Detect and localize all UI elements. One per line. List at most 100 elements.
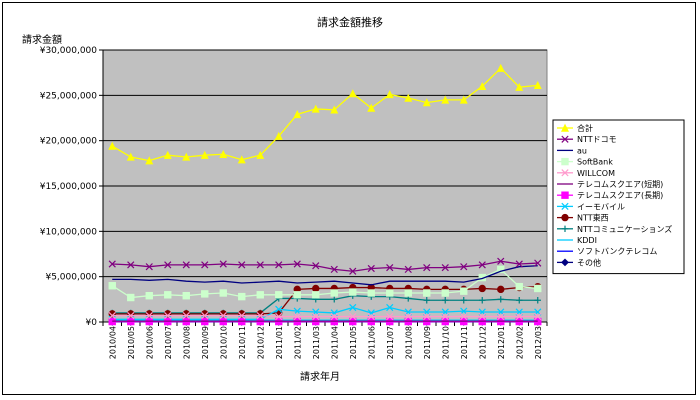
series-0-point-17 <box>422 98 431 107</box>
series-line-2 <box>112 265 538 286</box>
x-tick-label-18: 2011/10 <box>441 326 450 359</box>
series-4-point-19 <box>460 312 468 321</box>
legend-label-0: 合計 <box>577 123 593 133</box>
x-tick-label-3: 2010/07 <box>164 326 173 359</box>
legend-marker-0 <box>560 123 570 132</box>
x-tick-label-6: 2010/10 <box>219 326 228 359</box>
series-1-point-4 <box>182 261 190 269</box>
series-4-point-9 <box>275 312 283 321</box>
chart-title: 請求金額推移 <box>317 15 383 29</box>
series-7-point-10 <box>293 307 301 315</box>
y-axis-label: 請求金額 <box>22 33 62 46</box>
legend-label-4: WILLCOM <box>577 169 615 178</box>
x-tick-label-10: 2011/02 <box>293 326 302 359</box>
series-1-point-12 <box>330 265 338 274</box>
series-0-point-16 <box>404 93 413 102</box>
series-4-point-6 <box>219 312 227 320</box>
series-4-point-10 <box>293 312 301 321</box>
series-0-point-20 <box>478 81 487 90</box>
series-1-point-10 <box>293 260 301 268</box>
x-tick-label-16: 2011/08 <box>404 326 413 359</box>
series-1-point-22 <box>515 260 523 268</box>
series-0-point-19 <box>459 95 468 104</box>
series-0-point-10 <box>293 110 302 119</box>
x-axis-label: 請求年月 <box>300 370 340 383</box>
series-3-point-1 <box>127 293 135 302</box>
series-1-point-7 <box>238 261 246 269</box>
legend-label-1: NTTドコモ <box>577 135 617 144</box>
series-4-point-18 <box>441 312 449 321</box>
x-tick-label-2: 2010/06 <box>145 326 154 359</box>
series-4-point-17 <box>423 312 431 321</box>
series-0-point-8 <box>256 150 265 159</box>
series-7-point-13 <box>349 303 357 312</box>
series-0-point-22 <box>515 82 524 91</box>
y-tick-label-1: ¥5,000,000 <box>45 273 97 283</box>
series-3-point-3 <box>164 291 172 299</box>
series-4-point-3 <box>164 312 172 320</box>
series-3-point-9 <box>275 291 283 299</box>
series-0-point-0 <box>108 141 117 150</box>
series-4-point-5 <box>201 312 209 320</box>
series-4-point-20 <box>478 312 486 321</box>
legend-marker-6 <box>561 191 569 199</box>
x-tick-label-20: 2011/12 <box>478 326 487 359</box>
series-3-point-11 <box>312 291 320 299</box>
series-4-point-13 <box>349 312 357 321</box>
series-0-point-12 <box>330 105 339 114</box>
y-tick-label-5: ¥25,000,000 <box>40 91 98 101</box>
series-3-point-21 <box>497 265 505 274</box>
series-1-point-0 <box>108 260 116 268</box>
x-tick-label-5: 2010/09 <box>201 326 210 359</box>
series-4-point-1 <box>127 312 135 320</box>
series-line-4 <box>112 315 538 318</box>
series-3-point-16 <box>404 289 412 297</box>
series-9-point-12 <box>331 296 338 303</box>
series-1-point-14 <box>367 264 375 273</box>
series-7-point-15 <box>386 303 394 312</box>
legend-label-5: テレコムスクエア(短期) <box>577 179 663 189</box>
x-tick-label-9: 2011/01 <box>275 326 284 359</box>
series-9-point-17 <box>423 297 430 304</box>
series-3-point-4 <box>182 292 190 300</box>
series-8-point-20 <box>478 284 486 293</box>
series-9-point-21 <box>497 296 504 303</box>
series-0-point-13 <box>348 89 357 98</box>
series-1-point-11 <box>312 262 320 270</box>
x-tick-label-21: 2012/01 <box>497 326 506 359</box>
series-0-point-1 <box>126 152 135 161</box>
series-0-point-15 <box>385 90 394 99</box>
series-4-point-12 <box>330 312 338 321</box>
series-4-point-14 <box>367 312 375 321</box>
y-tick-label-2: ¥10,000,000 <box>40 227 98 237</box>
series-1-point-5 <box>201 261 209 269</box>
series-3-point-18 <box>441 289 449 297</box>
y-tick-label-0: ¥0 <box>86 318 98 328</box>
legend-label-6: テレコムスクエア(長期) <box>577 191 663 200</box>
series-9-point-18 <box>442 297 449 304</box>
series-3-point-23 <box>534 284 542 293</box>
series-9-point-22 <box>516 297 523 304</box>
x-tick-label-19: 2011/11 <box>460 326 469 359</box>
series-3-point-22 <box>515 282 523 291</box>
x-tick-label-13: 2011/05 <box>349 326 358 359</box>
series-3-point-5 <box>201 290 209 298</box>
legend-label-8: NTT東西 <box>577 213 609 223</box>
series-1-point-1 <box>127 261 135 269</box>
series-1-point-9 <box>275 261 283 269</box>
series-4-point-8 <box>256 312 264 320</box>
series-8-point-21 <box>497 285 505 294</box>
series-3-point-0 <box>108 282 116 290</box>
legend-marker-9 <box>561 225 569 232</box>
x-tick-label-7: 2010/11 <box>238 326 247 359</box>
series-4-point-7 <box>238 312 246 320</box>
legend-label-7: イーモバイル <box>577 202 625 211</box>
x-tick-label-0: 2010/04 <box>108 326 117 359</box>
series-1-point-16 <box>404 265 412 274</box>
series-3-point-15 <box>386 289 394 297</box>
legend-label-3: SoftBank <box>577 158 613 167</box>
series-1-point-13 <box>349 267 357 275</box>
x-tick-label-4: 2010/08 <box>182 326 191 359</box>
series-4-point-4 <box>182 312 190 320</box>
